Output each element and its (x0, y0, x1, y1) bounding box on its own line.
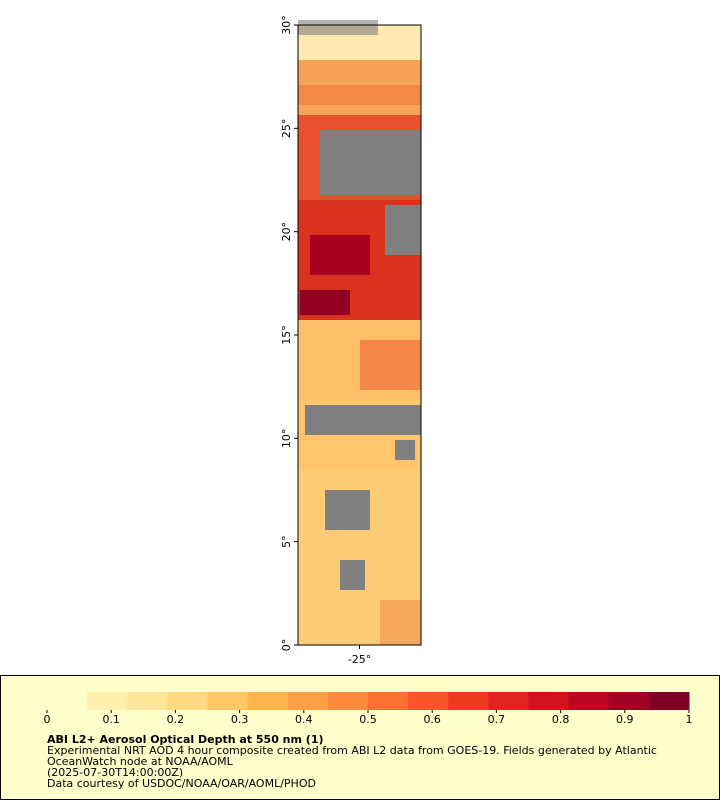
colorbar-step (408, 692, 449, 710)
colorbar-step (648, 692, 690, 710)
y-tick-label: 10° (280, 429, 293, 449)
colorbar-step (528, 692, 570, 710)
colorbar-tick-label: 0.7 (488, 713, 506, 726)
colorbar-tick-label: 0.8 (552, 713, 570, 726)
colorbar-step (167, 692, 208, 710)
colorbar-step (287, 692, 329, 710)
x-tick-label: -25° (348, 653, 371, 666)
colorbar-step (127, 692, 168, 710)
y-tick-label: 20° (280, 222, 293, 242)
colorbar-tick-label: 0.6 (423, 713, 441, 726)
colorbar-tick-label: 0.3 (231, 713, 249, 726)
colorbar-step (47, 692, 88, 710)
colorbar-step (87, 692, 128, 710)
colorbar-step (448, 692, 489, 710)
legend-line: OceanWatch node at NOAA/AOML (47, 755, 234, 768)
legend-line: Data courtesy of USDOC/NOAA/OAR/AOML/PHO… (47, 777, 316, 790)
axes: 0° 5° 10° 15° 20° 25° 30° -25° (280, 15, 371, 666)
y-tick-label: 25° (280, 119, 293, 139)
colorbar-tick-label: 0.5 (359, 713, 377, 726)
colorbar-step (488, 692, 529, 710)
colorbar-step (247, 692, 289, 710)
colorbar-step (608, 692, 650, 710)
colorbar-tick-label: 0.2 (167, 713, 185, 726)
colorbar-tick-label: 0.4 (295, 713, 313, 726)
colorbar: 0 0.1 0.2 0.3 0.4 0.5 0.6 0.7 0.8 0.9 1 (44, 692, 693, 726)
colorbar-tick-label: 0.9 (616, 713, 634, 726)
colorbar-step (368, 692, 409, 710)
legend-title: ABI L2+ Aerosol Optical Depth at 550 nm … (47, 733, 324, 746)
y-tick-label: 15° (280, 325, 293, 345)
y-tick-label: 30° (280, 15, 293, 35)
y-tick-label: 0° (280, 639, 293, 652)
colorbar-tick-label: 1 (686, 713, 693, 726)
aod-field (298, 20, 421, 645)
colorbar-tick-label: 0.1 (102, 713, 120, 726)
colorbar-tick-label: 0 (44, 713, 51, 726)
legend-line: Experimental NRT AOD 4 hour composite cr… (47, 744, 657, 757)
y-tick-label: 5° (280, 535, 293, 548)
colorbar-step (327, 692, 369, 710)
colorbar-step (568, 692, 610, 710)
legend-line: (2025-07-30T14:00:00Z) (47, 766, 183, 779)
colorbar-step (207, 692, 249, 710)
